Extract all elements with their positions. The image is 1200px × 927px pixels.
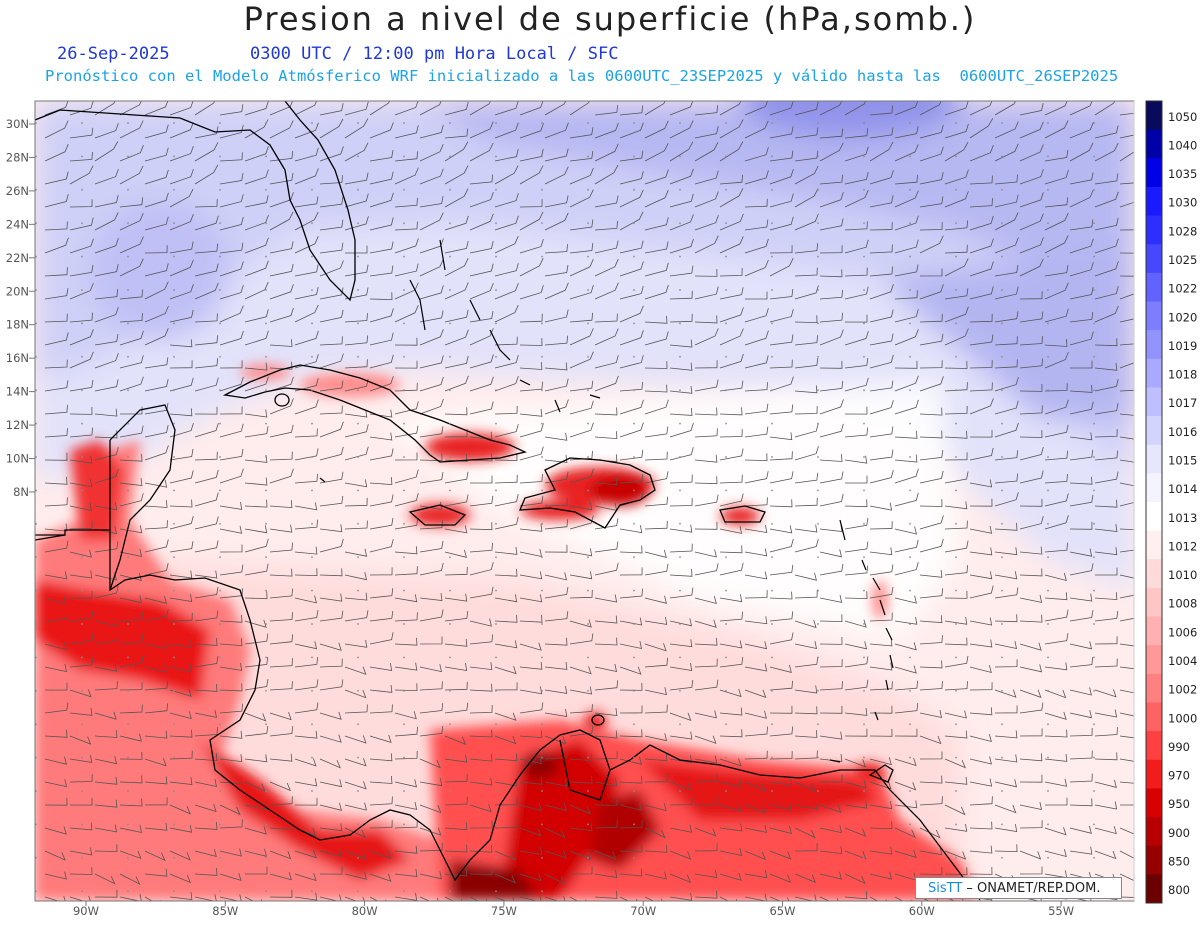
- colorbar-label: 1010: [1168, 568, 1197, 582]
- colorbar-label: 1030: [1168, 196, 1197, 210]
- colorbar-label: 1025: [1168, 253, 1197, 267]
- latitude-labels: 30N 28N 26N 24N 22N 20N 18N 16N 14N 12N 10N 8N: [6, 117, 35, 499]
- lon-label: 60W: [909, 904, 935, 918]
- colorbar-swatch: [1146, 101, 1162, 131]
- colorbar-swatch: [1146, 473, 1162, 503]
- colorbar-swatch: [1146, 559, 1162, 589]
- pressure-field: [35, 101, 1134, 901]
- colorbar-label: 1000: [1168, 711, 1197, 725]
- colorbar-label: 1018: [1168, 368, 1197, 382]
- colorbar-swatch: [1146, 215, 1162, 245]
- colorbar-label: 900: [1168, 826, 1190, 840]
- colorbar-label: 1014: [1168, 482, 1197, 496]
- longitude-labels: 90W 85W 80W 75W 70W 65W 60W 55W: [73, 901, 1074, 918]
- colorbar-swatch: [1146, 272, 1162, 302]
- lat-label: 30N: [6, 117, 29, 131]
- lat-label: 28N: [6, 150, 29, 164]
- colorbar: 1050 1040 1035 1030 1028 1025 1022 1020 1019 1018…: [1145, 100, 1197, 904]
- lat-label: 8N: [13, 485, 29, 499]
- lat-label: 20N: [6, 284, 29, 298]
- lon-label: 90W: [73, 904, 99, 918]
- lat-label: 16N: [6, 351, 29, 365]
- colorbar-label: 1019: [1168, 339, 1197, 353]
- colorbar-swatch: [1146, 817, 1162, 847]
- colorbar-label: 1002: [1168, 683, 1197, 697]
- lat-label: 12N: [6, 418, 29, 432]
- colorbar-swatch: [1146, 731, 1162, 761]
- lon-label: 85W: [212, 904, 238, 918]
- colorbar-label: 1017: [1168, 396, 1197, 410]
- colorbar-label: 1012: [1168, 539, 1197, 553]
- colorbar-swatch: [1146, 673, 1162, 703]
- colorbar-swatch: [1146, 702, 1162, 732]
- colorbar-label: 1028: [1168, 224, 1197, 238]
- colorbar-label: 970: [1168, 769, 1190, 783]
- lat-label: 26N: [6, 184, 29, 198]
- colorbar-swatch: [1146, 530, 1162, 560]
- colorbar-swatch: [1146, 416, 1162, 446]
- colorbar-swatch: [1146, 186, 1162, 217]
- colorbar-swatch: [1146, 330, 1162, 360]
- colorbar-swatch: [1146, 845, 1162, 875]
- lon-label: 80W: [352, 904, 378, 918]
- forecast-date: 26-Sep-2025: [57, 44, 170, 64]
- colorbar-swatch: [1146, 444, 1162, 474]
- colorbar-label: 1004: [1168, 654, 1197, 668]
- colorbar-label: 1035: [1168, 167, 1197, 181]
- colorbar-swatch: [1146, 301, 1162, 331]
- colorbar-swatch: [1146, 502, 1162, 532]
- colorbar-swatch: [1146, 874, 1162, 904]
- colorbar-label: 850: [1168, 854, 1190, 868]
- valid-time: 0300 UTC / 12:00 pm Hora Local / SFC: [250, 44, 619, 64]
- colorbar-label: 1040: [1168, 138, 1197, 152]
- lat-label: 24N: [6, 217, 29, 231]
- colorbar-label: 1020: [1168, 310, 1197, 324]
- colorbar-label: 1006: [1168, 625, 1197, 639]
- forecast-note: Pronóstico con el Modelo Atmósferico WRF…: [45, 67, 1119, 85]
- colorbar-swatch: [1146, 129, 1162, 159]
- colorbar-label: 800: [1168, 883, 1190, 897]
- lat-label: 18N: [6, 318, 29, 332]
- lat-label: 22N: [6, 251, 29, 265]
- colorbar-label: 990: [1168, 740, 1190, 754]
- colorbar-label: 1008: [1168, 597, 1197, 611]
- colorbar-swatch: [1146, 616, 1162, 646]
- colorbar-label: 1013: [1168, 511, 1197, 525]
- lat-label: 10N: [6, 452, 29, 466]
- lon-label: 65W: [769, 904, 795, 918]
- colorbar-label: 1022: [1168, 282, 1197, 296]
- colorbar-swatch: [1146, 158, 1162, 188]
- colorbar-swatch: [1146, 244, 1162, 274]
- map-title: Presion a nivel de superficie (hPa,somb.…: [243, 0, 977, 38]
- colorbar-swatch: [1146, 788, 1162, 818]
- colorbar-swatch: [1146, 645, 1162, 675]
- lon-label: 70W: [630, 904, 656, 918]
- colorbar-swatch: [1146, 587, 1162, 618]
- colorbar-swatch: [1146, 358, 1162, 388]
- credit-box: SisTT – ONAMET/REP.DOM.: [915, 877, 1122, 899]
- lon-label: 55W: [1048, 904, 1074, 918]
- lat-label: 14N: [6, 385, 29, 399]
- colorbar-label: 1016: [1168, 425, 1197, 439]
- colorbar-swatch: [1146, 759, 1162, 789]
- colorbar-label: 1015: [1168, 453, 1197, 467]
- lon-label: 75W: [491, 904, 517, 918]
- colorbar-label: 1050: [1168, 110, 1197, 124]
- sistt-logo: SisTT: [928, 881, 963, 896]
- colorbar-frame: [1145, 100, 1163, 904]
- colorbar-label: 950: [1168, 797, 1190, 811]
- colorbar-swatch: [1146, 387, 1162, 417]
- credit-org: – ONAMET/REP.DOM.: [962, 881, 1101, 896]
